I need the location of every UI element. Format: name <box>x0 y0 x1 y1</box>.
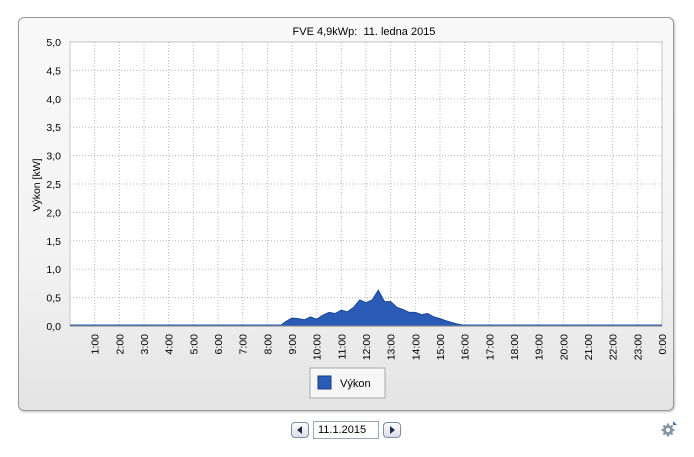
x-tick-label: 11:00 <box>336 334 348 360</box>
y-tick-label: 2,0 <box>46 207 61 219</box>
x-tick-label: 4:00 <box>164 334 176 355</box>
x-tick-label: 8:00 <box>262 334 274 355</box>
x-tick-label: 23:00 <box>632 334 644 360</box>
y-tick-label: 0,0 <box>46 321 61 333</box>
y-tick-label: 2,5 <box>46 179 61 191</box>
x-gridlines <box>94 42 663 326</box>
x-tick-label: 3:00 <box>139 334 151 355</box>
x-tick-label: 1:00 <box>90 334 102 355</box>
x-tick-label: 21:00 <box>583 334 595 360</box>
x-tick-label: 18:00 <box>509 334 521 360</box>
y-tick-label: 1,0 <box>46 264 61 276</box>
x-tick-label: 15:00 <box>435 334 447 360</box>
triangle-left-icon <box>297 426 302 434</box>
y-tick-label: 5,0 <box>46 37 61 49</box>
x-tick-label: 9:00 <box>287 334 299 355</box>
legend-label: Výkon <box>340 378 371 390</box>
legend: Výkon <box>309 367 386 399</box>
y-tick-label: 4,0 <box>46 94 61 106</box>
x-tick-label: 14:00 <box>410 334 422 360</box>
x-tick-label: 10:00 <box>312 334 324 360</box>
x-tick-label: 12:00 <box>361 334 373 360</box>
y-tick-label: 1,5 <box>46 236 61 248</box>
y-axis-title: Výkon [kW] <box>31 158 43 211</box>
x-tick-labels: 1:00 2:00 3:00 4:00 5:00 6:00 7:00 8:00 9:00 10:0… <box>90 334 669 360</box>
chart-title: FVE 4,9kWp: 11. ledna 2015 <box>293 26 436 38</box>
y-tick-label: 0,5 <box>46 293 61 305</box>
x-tick-label: 13:00 <box>386 334 398 360</box>
y-tick-label: 3,0 <box>46 151 61 163</box>
x-tick-label: 19:00 <box>534 334 546 360</box>
x-tick-label: 2:00 <box>114 334 126 355</box>
date-navigation <box>291 420 401 440</box>
x-tick-label: 17:00 <box>484 334 496 360</box>
x-tick-label: 7:00 <box>238 334 250 355</box>
legend-swatch <box>317 375 332 390</box>
x-tick-label: 16:00 <box>460 334 472 360</box>
x-tick-label: 6:00 <box>213 334 225 355</box>
x-tick-label: 0:00 <box>657 334 669 355</box>
x-tick-label: 22:00 <box>608 334 620 360</box>
next-day-button[interactable] <box>383 422 401 438</box>
x-tick-label: 20:00 <box>558 334 570 360</box>
y-tick-labels: 0,0 0,5 1,0 1,5 2,0 2,5 3,0 3,5 4,0 4,5 5,0 <box>46 37 61 333</box>
x-tick-label: 5:00 <box>188 334 200 355</box>
gear-icon[interactable] <box>660 420 678 438</box>
series-area <box>70 289 662 327</box>
y-tick-label: 4,5 <box>46 65 61 77</box>
previous-day-button[interactable] <box>291 422 309 438</box>
date-input[interactable] <box>313 421 379 439</box>
y-tick-label: 3,5 <box>46 122 61 134</box>
triangle-right-icon <box>390 426 395 434</box>
